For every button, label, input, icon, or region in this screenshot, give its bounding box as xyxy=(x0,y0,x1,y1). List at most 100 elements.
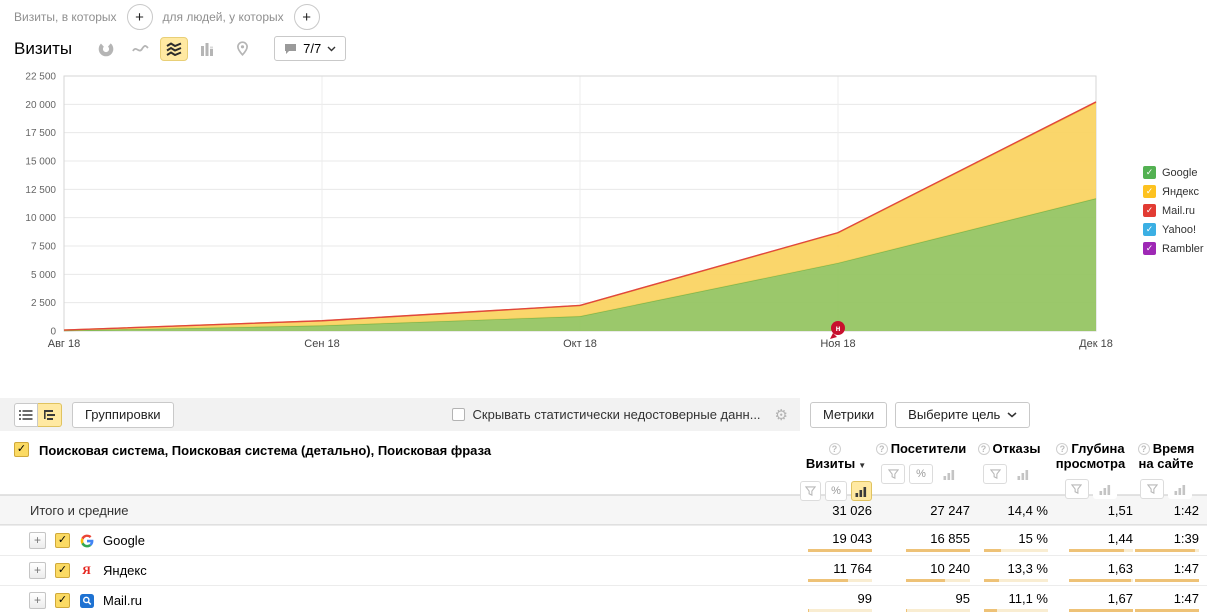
help-icon[interactable]: ? xyxy=(828,443,841,455)
line-chart-type-button[interactable] xyxy=(126,37,154,61)
depth-value: 1,63 xyxy=(1107,560,1133,576)
totals-depth: 1,51 xyxy=(1107,503,1133,518)
legend-item-Mail.ru[interactable]: ✓ Mail.ru xyxy=(1143,204,1204,217)
percent-mode-button[interactable]: % xyxy=(909,464,933,484)
row-label[interactable]: Яндекс xyxy=(103,563,147,578)
percent-mode-button[interactable]: % xyxy=(825,481,847,501)
visits-value: 19 043 xyxy=(832,530,872,546)
filter-button[interactable] xyxy=(800,481,822,501)
value-bar xyxy=(1069,608,1133,612)
value-bar xyxy=(984,608,1048,612)
row-label[interactable]: Mail.ru xyxy=(103,593,143,608)
legend-item-Яндекс[interactable]: ✓ Яндекс xyxy=(1143,185,1204,198)
legend-label: Rambler xyxy=(1162,242,1204,255)
bars-mode-button[interactable] xyxy=(1168,479,1192,499)
legend-item-Yahoo![interactable]: ✓ Yahoo! xyxy=(1143,223,1204,236)
people-condition-label: для людей, у которых xyxy=(162,10,284,24)
hide-unreliable-label: Скрывать статистически недостоверные дан… xyxy=(472,407,761,422)
legend-item-Google[interactable]: ✓ Google xyxy=(1143,166,1204,179)
column-header-visits: ?Визиты ▼ % xyxy=(800,431,872,501)
add-visit-condition-button[interactable]: + xyxy=(126,4,153,30)
column-chart-icon xyxy=(201,42,214,56)
row-checkbox[interactable]: ✓ xyxy=(55,563,70,578)
visits-condition-label: Визиты, в которых xyxy=(14,10,117,24)
time-value: 1:47 xyxy=(1173,560,1199,576)
annotations-selector[interactable]: 7/7 xyxy=(274,36,347,61)
filter-button[interactable] xyxy=(983,464,1007,484)
value-bar xyxy=(984,578,1048,582)
y-tick-label: 17 500 xyxy=(25,128,56,139)
legend-item-Rambler[interactable]: ✓ Rambler xyxy=(1143,242,1204,255)
expand-button[interactable]: + xyxy=(29,532,46,549)
pie-chart-type-button[interactable] xyxy=(92,37,120,61)
help-icon[interactable]: ? xyxy=(875,443,888,455)
expand-button[interactable]: + xyxy=(29,592,46,609)
chart-note-marker[interactable]: н xyxy=(830,321,845,339)
line-chart-icon xyxy=(131,44,149,52)
bars-mode-button[interactable] xyxy=(1011,464,1035,484)
hide-unreliable-checkbox[interactable] xyxy=(451,408,465,421)
segment-filter-bar: Визиты, в которых + для людей, у которых… xyxy=(14,4,320,30)
legend-checkbox[interactable]: ✓ xyxy=(1143,185,1156,198)
visits-chart: 0 2 500 5 000 7 500 10 000 12 500 15 000 17 500… xyxy=(0,66,1207,358)
hide-unreliable-group: Скрывать статистически недостоверные дан… xyxy=(451,406,788,424)
row-checkbox[interactable]: ✓ xyxy=(55,593,70,608)
area-Яндекс xyxy=(64,102,1096,331)
legend-label: Mail.ru xyxy=(1162,204,1196,217)
legend-label: Яндекс xyxy=(1162,185,1199,198)
row-label[interactable]: Google xyxy=(103,533,145,548)
plus-icon: + xyxy=(135,8,144,26)
tree-list-icon xyxy=(43,409,55,420)
bounce-value: 15 % xyxy=(1018,530,1048,546)
select-goal-button[interactable]: Выберите цель xyxy=(895,401,1031,428)
value-bar xyxy=(1135,578,1199,582)
select-all-checkbox[interactable]: ✓ xyxy=(14,442,29,457)
legend-label: Google xyxy=(1162,166,1198,179)
map-chart-type-button[interactable] xyxy=(228,37,256,61)
bars-mode-button[interactable] xyxy=(850,481,872,501)
row-checkbox[interactable]: ✓ xyxy=(55,533,70,548)
help-icon[interactable]: ? xyxy=(1056,443,1069,455)
bars-icon xyxy=(943,469,955,480)
bars-icon xyxy=(1017,469,1029,480)
column-header-visitors: ? Посетители % xyxy=(872,431,970,501)
gear-icon[interactable]: ⚙ xyxy=(774,406,788,424)
legend-checkbox[interactable]: ✓ xyxy=(1143,223,1156,236)
table-toolbar: Группировки Скрывать статистически недос… xyxy=(0,398,1207,431)
map-pin-icon xyxy=(236,40,248,56)
legend-checkbox[interactable]: ✓ xyxy=(1143,204,1156,217)
stacked-area-chart[interactable]: 0 2 500 5 000 7 500 10 000 12 500 15 000 17 500… xyxy=(0,66,1207,358)
y-tick-label: 0 xyxy=(50,327,56,338)
bars-mode-button[interactable] xyxy=(937,464,961,484)
column-chart-type-button[interactable] xyxy=(194,37,222,61)
stacked-area-chart-type-button[interactable] xyxy=(160,36,189,61)
legend-checkbox[interactable]: ✓ xyxy=(1143,242,1156,255)
funnel-icon xyxy=(1071,483,1082,494)
flat-list-view-button[interactable] xyxy=(14,402,38,427)
column-header-time: ? Время на сайте xyxy=(1133,431,1199,501)
help-icon[interactable]: ? xyxy=(977,443,990,455)
legend-checkbox[interactable]: ✓ xyxy=(1143,166,1156,179)
tree-view-button[interactable] xyxy=(38,402,62,427)
expand-button[interactable]: + xyxy=(29,562,46,579)
metrics-button[interactable]: Метрики xyxy=(810,401,888,428)
filter-button[interactable] xyxy=(881,464,905,484)
add-people-condition-button[interactable]: + xyxy=(293,4,320,30)
filter-button[interactable] xyxy=(1140,479,1164,499)
value-bar xyxy=(984,548,1048,552)
depth-value: 1,44 xyxy=(1107,530,1133,546)
value-bar xyxy=(1135,608,1199,612)
y-tick-label: 22 500 xyxy=(25,72,56,83)
time-value: 1:47 xyxy=(1173,590,1199,606)
filter-button[interactable] xyxy=(1064,479,1089,499)
value-bar xyxy=(906,548,970,552)
funnel-icon xyxy=(1146,483,1158,494)
visitors-value: 10 240 xyxy=(930,560,970,576)
bars-mode-button[interactable] xyxy=(1092,479,1117,499)
groupings-button[interactable]: Группировки xyxy=(72,401,174,428)
help-icon[interactable]: ? xyxy=(1137,443,1150,455)
x-tick-label: Сен 18 xyxy=(304,338,339,350)
chevron-down-icon xyxy=(327,46,336,51)
area-Google xyxy=(64,198,1096,331)
pie-chart-icon xyxy=(98,41,114,56)
